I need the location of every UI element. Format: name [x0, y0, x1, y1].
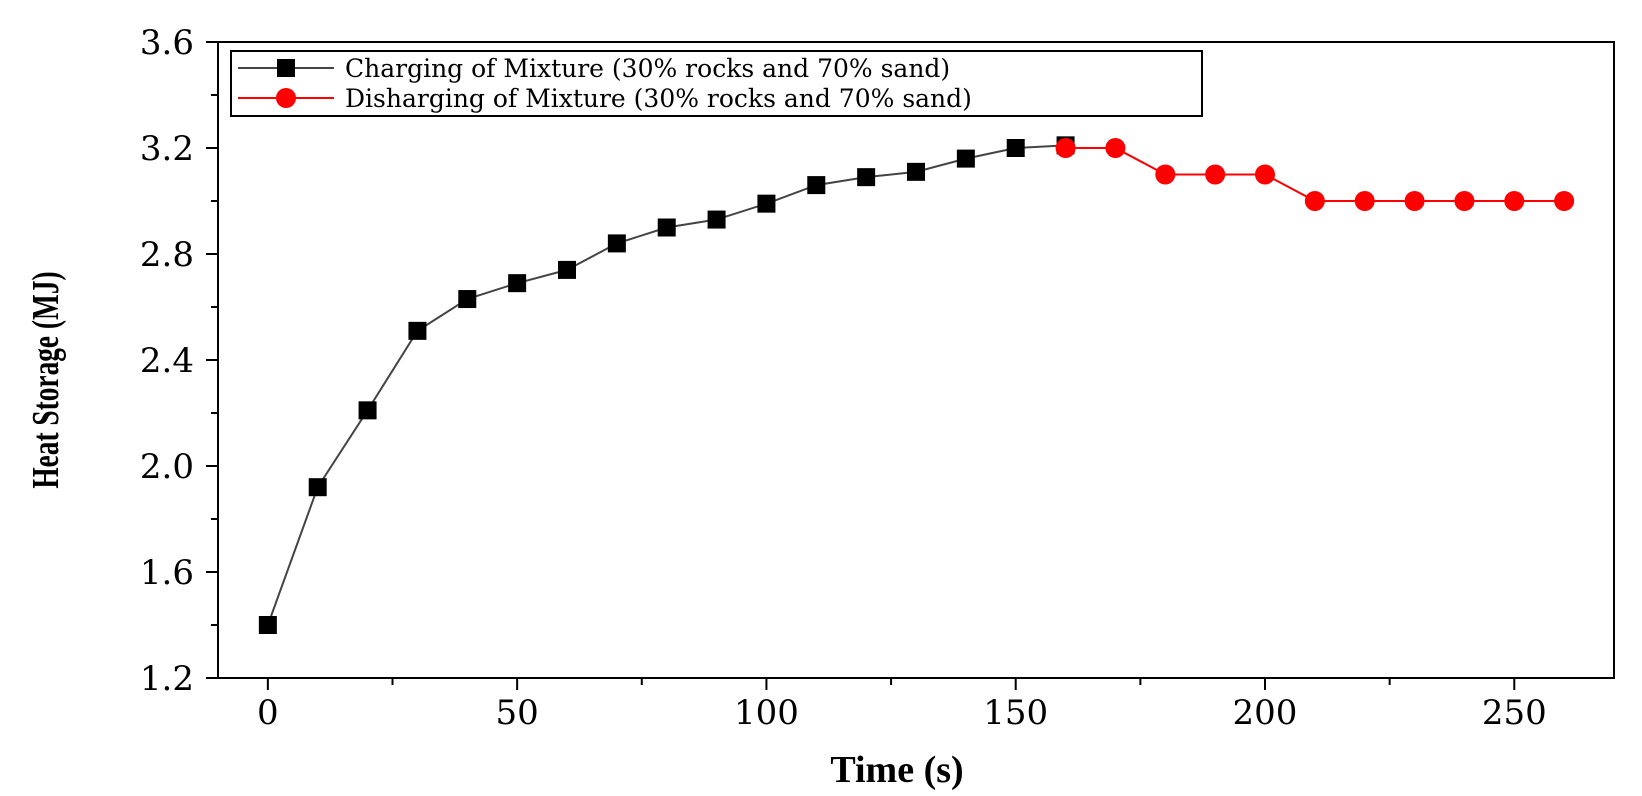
x-axis-title: Time (s) [830, 749, 963, 791]
x-tick-label: 0 [257, 693, 279, 733]
data-point-charging [508, 274, 527, 293]
data-point-charging [1006, 139, 1025, 157]
series-discharging [1055, 138, 1575, 211]
y-tick-label: 2.0 [140, 447, 194, 487]
y-tick-label: 3.2 [140, 129, 194, 169]
series-line-charging [266, 144, 1066, 626]
data-point-discharging [1105, 138, 1126, 158]
series-layer [258, 136, 1575, 634]
data-point-discharging [1255, 164, 1275, 185]
data-point-charging [757, 194, 776, 213]
y-axis-title: Heat Storage (MJ) [25, 271, 67, 488]
data-point-discharging [1554, 191, 1575, 211]
legend-box [230, 50, 1203, 117]
x-tick-label: 150 [983, 693, 1048, 733]
data-point-charging [358, 401, 377, 420]
data-point-charging [657, 218, 676, 237]
legend-label-charging: Charging of Mixture (30% rocks and 70% s… [345, 54, 950, 83]
data-point-discharging [1205, 164, 1226, 185]
data-point-charging [408, 321, 427, 340]
data-point-discharging [1155, 164, 1176, 185]
y-tick-label: 1.2 [140, 659, 194, 699]
data-point-charging [707, 210, 726, 229]
data-point-discharging [1404, 191, 1425, 211]
data-point-charging [458, 290, 477, 309]
data-point-discharging [1304, 191, 1325, 211]
legend: Charging of Mixture (30% rocks and 70% s… [230, 50, 1203, 117]
data-point-discharging [1504, 191, 1525, 211]
legend-entry-discharging: Disharging of Mixture (30% rocks and 70%… [238, 84, 972, 113]
legend-label-discharging: Disharging of Mixture (30% rocks and 70%… [345, 84, 972, 113]
y-tick-label: 1.6 [140, 553, 194, 593]
legend-marker-charging [277, 59, 295, 77]
data-point-charging [258, 616, 277, 634]
plot-frame [217, 41, 1615, 679]
y-tick-label: 2.8 [140, 235, 194, 275]
legend-marker-discharging [276, 88, 296, 108]
x-tick-label: 200 [1233, 693, 1298, 733]
data-point-charging [308, 478, 327, 497]
data-point-charging [857, 168, 876, 187]
x-tick-label: 50 [496, 693, 539, 733]
plot-border [217, 41, 1615, 679]
y-tick-label: 2.4 [140, 341, 194, 381]
x-tick-label: 250 [1482, 693, 1547, 733]
series-charging [258, 136, 1075, 634]
data-point-charging [907, 162, 925, 181]
data-point-discharging [1354, 191, 1375, 211]
data-point-discharging [1055, 138, 1076, 158]
x-axis: 0 50 100 150 200 250 [257, 678, 1547, 733]
y-axis: 1.2 1.6 2.0 2.4 2.8 3.2 3.6 [140, 23, 218, 699]
data-point-discharging [1454, 191, 1475, 211]
x-tick-label: 100 [734, 693, 799, 733]
data-point-charging [807, 176, 826, 195]
data-point-charging [558, 260, 576, 279]
data-point-charging [956, 149, 975, 168]
legend-entry-charging: Charging of Mixture (30% rocks and 70% s… [238, 54, 950, 83]
y-tick-label: 3.6 [140, 23, 194, 63]
data-point-charging [607, 234, 626, 253]
